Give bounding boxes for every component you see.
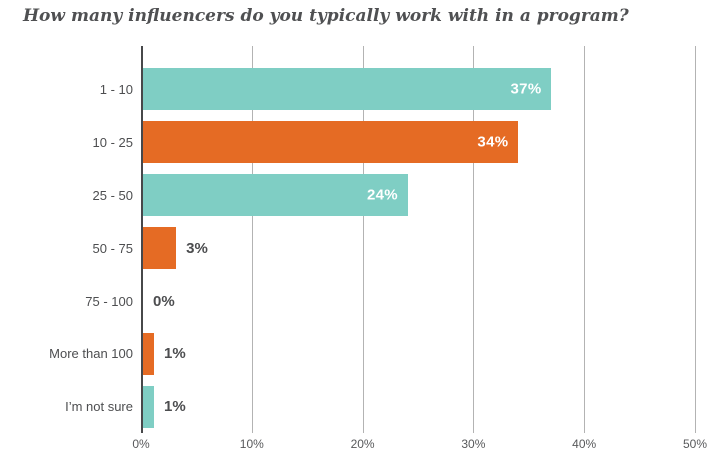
bar-row: 50 - 75 3% bbox=[93, 222, 695, 275]
bar-10---25: 34% bbox=[143, 121, 519, 164]
plot-area: 1 - 10 37% 10 - 25 34% 25 - 50 24% 50 - 75 3% 75… bbox=[49, 46, 696, 433]
x-tick-label: 40% bbox=[572, 437, 597, 451]
gridline-30% bbox=[473, 46, 475, 433]
gridline-50% bbox=[695, 46, 696, 433]
x-tick-label: 50% bbox=[682, 437, 708, 451]
x-tick-label: 20% bbox=[350, 437, 375, 451]
bar-row: More than 100 1% bbox=[49, 327, 695, 380]
bar-rows: 1 - 10 37% 10 - 25 34% 25 - 50 24% 50 - 75 3% 75… bbox=[49, 63, 695, 433]
bar-row: 10 - 25 34% bbox=[93, 116, 695, 169]
x-tick-label: 0% bbox=[132, 437, 150, 451]
bar-row: I’m not sure 1% bbox=[65, 380, 695, 433]
bar-1---10: 37% bbox=[143, 68, 552, 111]
category-label: 50 - 75 bbox=[92, 240, 133, 256]
value-label: 3% bbox=[186, 239, 208, 257]
chart-title: How many influencers do you typically wo… bbox=[23, 6, 629, 26]
bar-more-than-100 bbox=[143, 332, 155, 375]
category-label: 75 - 100 bbox=[85, 293, 133, 309]
value-label: 37% bbox=[510, 80, 542, 98]
bar-row: 75 - 100 0% bbox=[85, 275, 695, 328]
gridline-20% bbox=[362, 46, 364, 433]
value-label: 1% bbox=[164, 398, 186, 416]
bar-row: 25 - 50 24% bbox=[93, 169, 695, 222]
category-label: 1 - 10 bbox=[99, 81, 133, 97]
bar-row: 1 - 10 37% bbox=[100, 63, 695, 116]
category-label: I’m not sure bbox=[65, 399, 133, 415]
category-label: 25 - 50 bbox=[92, 187, 133, 203]
y-axis-line bbox=[141, 46, 143, 433]
x-axis-labels: 0% 10% 20% 30% 40% 50% bbox=[132, 437, 707, 453]
category-label: 10 - 25 bbox=[92, 134, 133, 150]
value-label: 1% bbox=[164, 345, 186, 363]
x-tick-label: 10% bbox=[239, 437, 264, 451]
gridline-10% bbox=[251, 46, 253, 433]
value-label: 24% bbox=[367, 186, 398, 204]
bar-25---50: 24% bbox=[143, 174, 408, 217]
value-label: 0% bbox=[153, 292, 175, 310]
x-tick-label: 30% bbox=[461, 437, 486, 451]
bar-i’m-not-sure bbox=[143, 385, 155, 428]
bar-50---75 bbox=[143, 227, 177, 270]
gridline-40% bbox=[584, 46, 586, 433]
category-label: More than 100 bbox=[49, 346, 133, 362]
value-label: 34% bbox=[477, 133, 509, 151]
